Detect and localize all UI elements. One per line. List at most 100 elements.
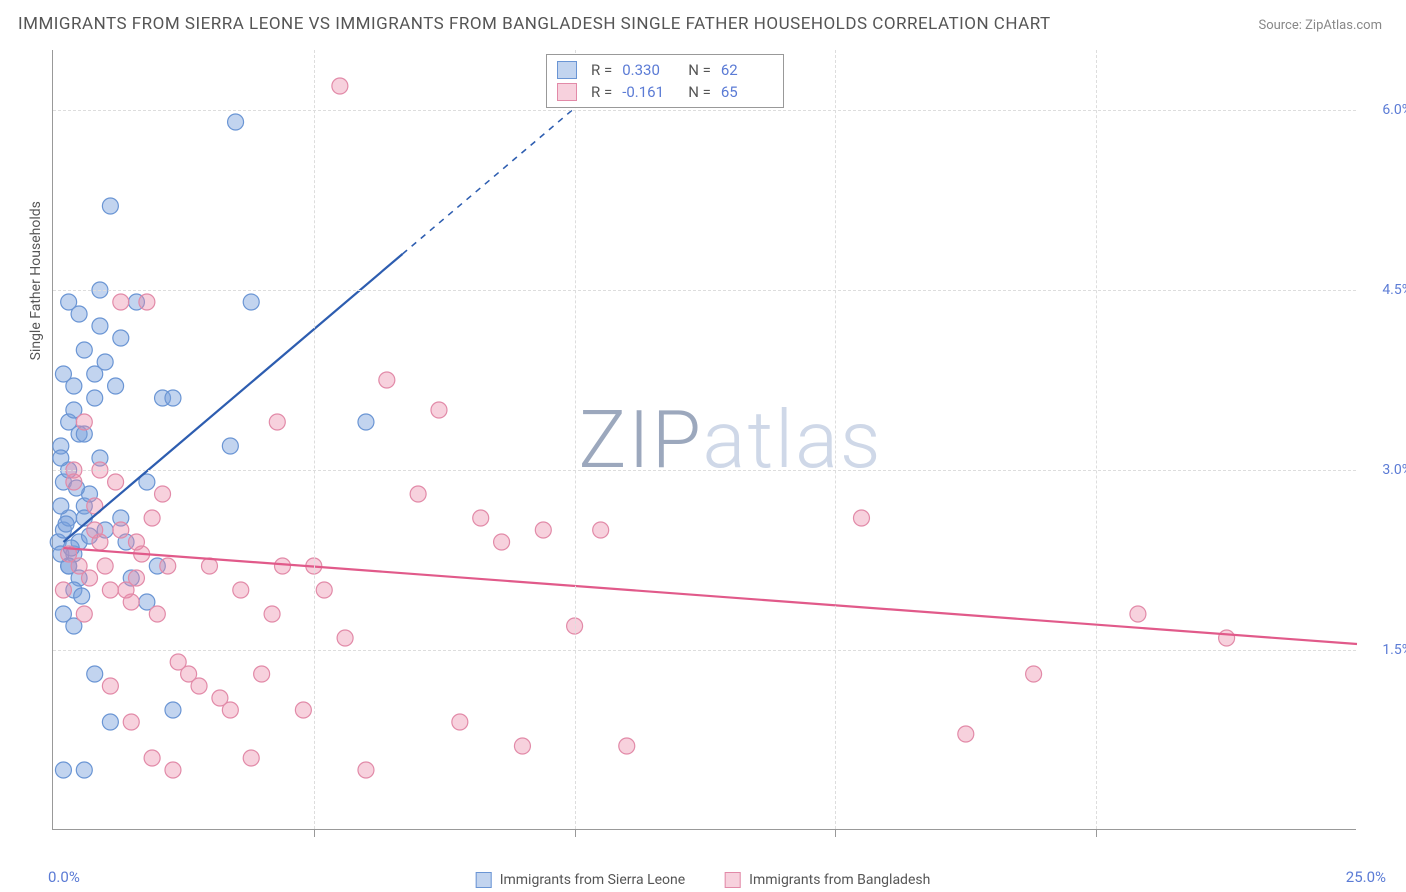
r-value-1: 0.330 [622, 61, 674, 79]
swatch-series-1 [557, 61, 577, 79]
scatter-point [222, 438, 238, 454]
gridline-v [1096, 50, 1097, 829]
scatter-point [87, 366, 103, 382]
scatter-point [181, 666, 197, 682]
scatter-point [160, 558, 176, 574]
gridline-h [53, 290, 1356, 291]
scatter-point [269, 414, 285, 430]
swatch-series-2 [557, 83, 577, 101]
scatter-point [222, 702, 238, 718]
scatter-point [55, 582, 71, 598]
y-axis-tick-label: 6.0% [1382, 102, 1406, 118]
scatter-point [410, 486, 426, 502]
scatter-point [76, 762, 92, 778]
source-attribution: Source: ZipAtlas.com [1258, 18, 1382, 33]
scatter-point [358, 414, 374, 430]
scatter-point [53, 498, 69, 514]
x-axis-min-label: 0.0% [48, 868, 80, 886]
gridline-v [575, 50, 576, 829]
scatter-point [102, 678, 118, 694]
n-value-1: 62 [721, 61, 773, 79]
scatter-point [53, 450, 69, 466]
scatter-point [275, 558, 291, 574]
scatter-point [853, 510, 869, 526]
y-axis-tick-label: 1.5% [1382, 642, 1406, 658]
scatter-point [102, 198, 118, 214]
r-label-1: R = [591, 61, 612, 79]
scatter-point [958, 726, 974, 742]
scatter-point [1026, 666, 1042, 682]
x-tick [835, 829, 836, 837]
scatter-point [55, 366, 71, 382]
scatter-point [358, 762, 374, 778]
legend-item-1: Immigrants from Sierra Leone [476, 872, 685, 888]
scatter-point [337, 630, 353, 646]
n-value-2: 65 [721, 83, 773, 101]
scatter-point [61, 294, 77, 310]
trend-line [63, 548, 1357, 644]
scatter-point [58, 516, 74, 532]
scatter-point [87, 522, 103, 538]
scatter-point [165, 702, 181, 718]
legend-label-1: Immigrants from Sierra Leone [500, 872, 685, 888]
scatter-point [201, 558, 217, 574]
scatter-point [295, 702, 311, 718]
x-tick [1096, 829, 1097, 837]
gridline-v [314, 50, 315, 829]
gridline-h [53, 470, 1356, 471]
scatter-point [593, 522, 609, 538]
scatter-point [87, 390, 103, 406]
scatter-point [165, 762, 181, 778]
scatter-point [514, 738, 530, 754]
legend-swatch-1 [476, 872, 492, 888]
scatter-point [102, 582, 118, 598]
plot-svg [53, 50, 1356, 829]
n-label-1: N = [688, 61, 711, 79]
scatter-point [264, 606, 280, 622]
scatter-point [108, 378, 124, 394]
scatter-point [144, 750, 160, 766]
scatter-point [473, 510, 489, 526]
scatter-point [97, 558, 113, 574]
scatter-point [76, 342, 92, 358]
scatter-point [1219, 630, 1235, 646]
scatter-point [76, 606, 92, 622]
scatter-point [92, 318, 108, 334]
scatter-point [102, 714, 118, 730]
scatter-point [619, 738, 635, 754]
scatter-point [74, 588, 90, 604]
plot-area: ZIPatlas 1.5%3.0%4.5%6.0% [52, 50, 1356, 830]
gridline-v [835, 50, 836, 829]
stats-legend-box: R = 0.330 N = 62 R = -0.161 N = 65 [546, 54, 784, 108]
x-axis-max-label: 25.0% [1346, 868, 1386, 886]
scatter-point [76, 414, 92, 430]
legend-swatch-2 [725, 872, 741, 888]
y-axis-tick-label: 3.0% [1382, 462, 1406, 478]
x-tick [314, 829, 315, 837]
scatter-point [316, 582, 332, 598]
n-label-2: N = [688, 83, 711, 101]
scatter-point [155, 486, 171, 502]
scatter-point [243, 294, 259, 310]
legend-label-2: Immigrants from Bangladesh [749, 872, 930, 888]
scatter-point [165, 390, 181, 406]
stats-row-series-1: R = 0.330 N = 62 [557, 59, 773, 81]
scatter-point [87, 666, 103, 682]
y-axis-tick-label: 4.5% [1382, 282, 1406, 298]
scatter-point [144, 510, 160, 526]
gridline-h [53, 110, 1356, 111]
scatter-point [332, 78, 348, 94]
legend-item-2: Immigrants from Bangladesh [725, 872, 930, 888]
scatter-point [431, 402, 447, 418]
scatter-point [243, 750, 259, 766]
x-tick [575, 829, 576, 837]
trend-line-extrapolated [402, 86, 600, 254]
scatter-point [233, 582, 249, 598]
scatter-point [82, 570, 98, 586]
scatter-point [123, 714, 139, 730]
scatter-point [494, 534, 510, 550]
scatter-point [108, 474, 124, 490]
scatter-point [379, 372, 395, 388]
scatter-point [254, 666, 270, 682]
scatter-point [113, 522, 129, 538]
